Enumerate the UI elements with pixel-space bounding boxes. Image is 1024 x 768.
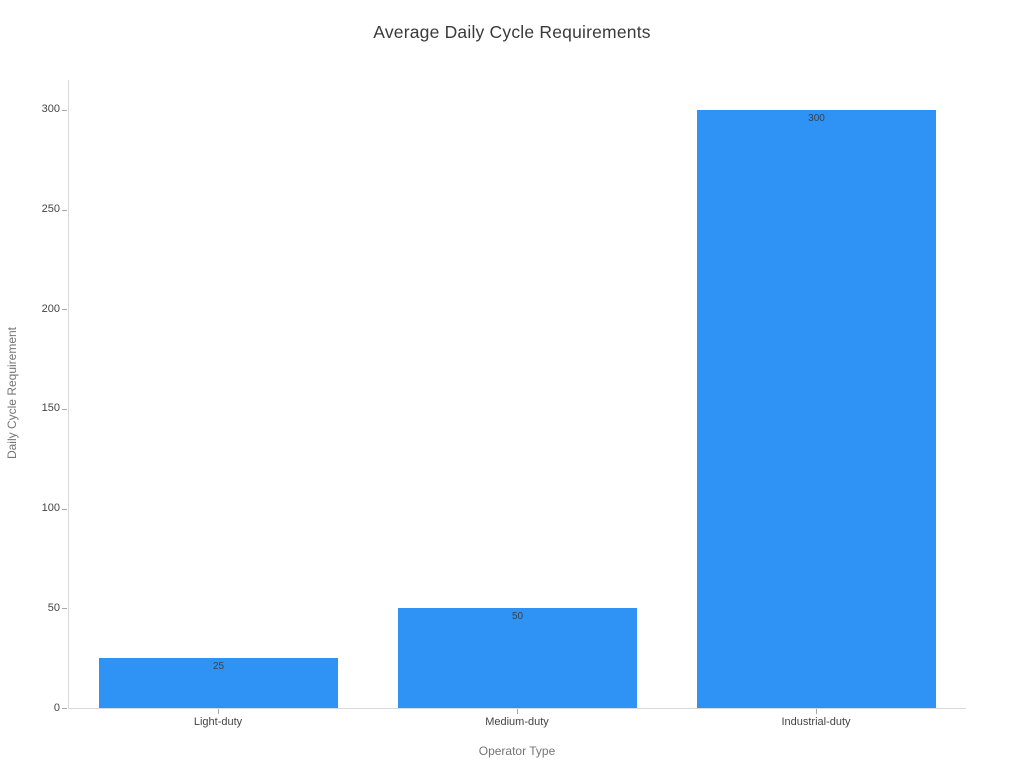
bar-value-label: 300 <box>808 113 825 124</box>
y-tick-label: 50 <box>47 601 60 614</box>
bar-industrial-duty: 300 <box>697 110 936 708</box>
y-tick-mark <box>62 409 67 410</box>
y-tick-label: 100 <box>41 502 60 515</box>
y-tick-label: 300 <box>41 103 60 116</box>
x-tick-mark <box>816 709 817 714</box>
y-axis-title: Daily Cycle Requirement <box>5 326 19 460</box>
y-tick-label: 150 <box>41 402 60 415</box>
x-tick-mark <box>218 709 219 714</box>
x-axis-title: Operator Type <box>478 744 556 758</box>
x-tick-label: Light-duty <box>193 716 243 728</box>
y-tick-mark <box>62 210 67 211</box>
y-tick-mark <box>62 708 67 709</box>
y-tick-mark <box>62 608 67 609</box>
chart-title: Average Daily Cycle Requirements <box>373 22 651 42</box>
bar-value-label: 25 <box>212 661 225 672</box>
bar-medium-duty: 50 <box>398 608 637 708</box>
y-tick-mark <box>62 110 67 111</box>
x-tick-mark <box>517 709 518 714</box>
y-tick-label: 200 <box>41 302 60 315</box>
bar-light-duty: 25 <box>99 658 338 708</box>
bar-value-label: 50 <box>511 611 524 622</box>
y-tick-mark <box>62 309 67 310</box>
y-tick-mark <box>62 509 67 510</box>
x-tick-label: Medium-duty <box>485 716 549 728</box>
y-tick-label: 250 <box>41 203 60 216</box>
y-tick-label: 0 <box>53 701 60 714</box>
x-tick-label: Industrial-duty <box>781 716 851 728</box>
plot-area: 25 50 300 <box>68 80 966 709</box>
